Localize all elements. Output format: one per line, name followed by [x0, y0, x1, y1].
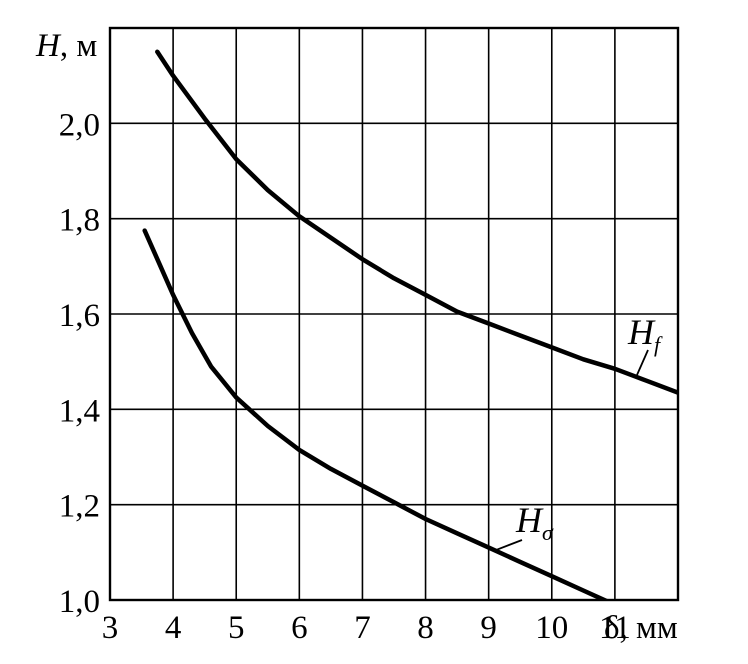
labels: δ, мм H, м Hf Hσ	[35, 28, 678, 646]
y-axis-label: H, м	[35, 28, 97, 64]
y-tick-label: 2,0	[59, 107, 100, 143]
x-tick-label: 3	[102, 610, 119, 646]
x-tick-label: 6	[291, 610, 308, 646]
y-tick-label: 1,2	[59, 489, 100, 525]
y-tick-label: 1,4	[59, 393, 100, 429]
series-label: Hf	[627, 312, 663, 357]
x-tick-label: 11	[599, 610, 631, 646]
grid	[108, 26, 680, 602]
y-tick-label: 1,0	[59, 584, 100, 620]
x-tick-label: 10	[535, 610, 568, 646]
series-line-hsigma	[142, 228, 610, 600]
x-tick-label: 5	[228, 610, 245, 646]
plot-frame	[108, 26, 680, 602]
series-leader-line	[494, 539, 523, 552]
x-tick-label: 8	[417, 610, 434, 646]
curves	[142, 49, 678, 600]
y-tick-label: 1,6	[59, 298, 100, 334]
x-tick-label: 9	[480, 610, 497, 646]
x-axis-label: δ, мм	[604, 610, 678, 646]
tick-labels: 3 4 5 6 7 8 9 10 11 1,0 1,2 1,4 1,6 1,8 2,0	[59, 107, 631, 646]
series-leader-line	[636, 349, 649, 376]
series-line-hf	[155, 49, 678, 395]
x-tick-label: 4	[165, 610, 182, 646]
y-tick-label: 1,8	[59, 203, 100, 239]
x-tick-label: 7	[354, 610, 371, 646]
series-label: Hσ	[515, 500, 554, 545]
